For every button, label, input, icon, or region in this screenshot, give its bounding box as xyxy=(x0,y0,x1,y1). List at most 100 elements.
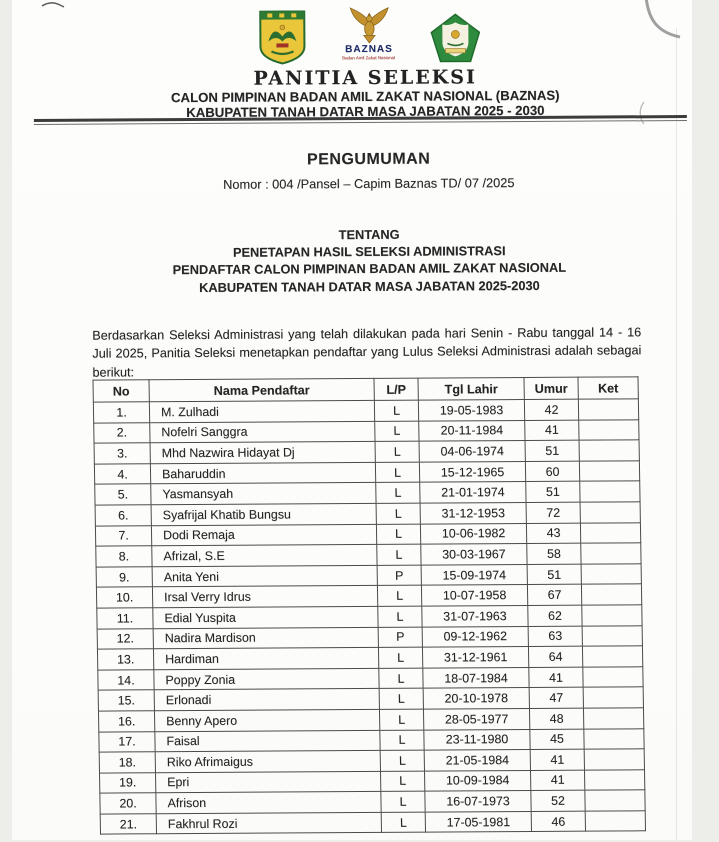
cell-ket xyxy=(583,728,645,750)
cell-nama: Fakhrul Rozi xyxy=(156,812,382,835)
cell-nama: Baharuddin xyxy=(150,462,376,485)
cell-umur: 45 xyxy=(529,728,585,750)
cell-tgl-lahir: 31-12-1953 xyxy=(420,502,527,524)
cell-lp: L xyxy=(376,544,422,566)
logo-row: BAZNAS Badan Amil Zakat Nasional xyxy=(0,6,718,66)
cell-no: 8. xyxy=(95,545,153,567)
cell-tgl-lahir: 20-10-1978 xyxy=(423,687,530,710)
cell-ket xyxy=(581,604,643,626)
baznas-logo-subtext: Badan Amil Zakat Nasional xyxy=(342,55,396,61)
announcement-title: PENGUMUMAN xyxy=(306,150,431,169)
cell-no: 5. xyxy=(94,484,152,506)
cell-lp: L xyxy=(380,750,425,772)
header-ket: Ket xyxy=(577,376,639,400)
cell-umur: 72 xyxy=(526,502,581,524)
header-nama: Nama Pendaftar xyxy=(148,378,375,402)
cell-no: 7. xyxy=(95,525,152,547)
letterhead: BAZNAS Badan Amil Zakat Nasional PANITIA… xyxy=(0,6,718,121)
cell-no: 3. xyxy=(94,442,151,464)
cell-umur: 46 xyxy=(531,811,586,832)
tanah-datar-emblem-icon xyxy=(259,10,306,65)
cell-no: 11. xyxy=(96,607,154,629)
cell-umur: 60 xyxy=(525,460,580,482)
cell-lp: L xyxy=(375,461,420,483)
cell-umur: 41 xyxy=(524,419,580,441)
cell-nama: Dodi Remaja xyxy=(151,523,377,546)
cell-lp: L xyxy=(379,688,424,710)
cell-tgl-lahir: 15-09-1974 xyxy=(421,564,528,586)
cell-tgl-lahir: 21-05-1984 xyxy=(424,749,531,771)
cell-umur: 41 xyxy=(530,749,585,771)
cell-ket xyxy=(582,625,643,647)
baznas-logo: BAZNAS Badan Amil Zakat Nasional xyxy=(321,6,417,65)
cell-ket xyxy=(578,419,640,441)
cell-umur: 64 xyxy=(528,646,583,668)
cell-nama: Mhd Nazwira Hidayat Dj xyxy=(150,441,376,464)
cell-lp: L xyxy=(380,791,426,813)
cell-lp: L xyxy=(379,729,425,751)
cell-no: 2. xyxy=(93,422,151,444)
cell-no: 4. xyxy=(94,463,151,485)
cell-tgl-lahir: 10-06-1982 xyxy=(420,523,527,545)
cell-tgl-lahir: 31-07-1963 xyxy=(421,605,529,627)
cell-no: 16. xyxy=(98,710,155,732)
header-lp: L/P xyxy=(373,378,419,401)
cell-umur: 51 xyxy=(525,481,581,503)
cell-lp: L xyxy=(376,523,421,545)
cell-no: 15. xyxy=(98,690,155,712)
cell-nama: Nofelri Sanggra xyxy=(149,421,376,443)
cell-nama: Afrison xyxy=(155,791,382,814)
cell-nama: Anita Yeni xyxy=(152,565,378,588)
cell-umur: 48 xyxy=(529,708,584,729)
cell-ket xyxy=(579,460,640,482)
kemenag-logo-icon xyxy=(430,13,480,63)
cell-nama: Edial Yuspita xyxy=(152,606,379,629)
cell-tgl-lahir: 09-12-1962 xyxy=(422,626,529,648)
cell-nama: Poppy Zonia xyxy=(153,668,380,691)
header-umur: Umur xyxy=(523,377,579,400)
header-tgl-lahir: Tgl Lahir xyxy=(417,377,525,401)
cell-no: 17. xyxy=(98,731,156,753)
cell-tgl-lahir: 21-01-1974 xyxy=(419,481,527,504)
cell-lp: L xyxy=(375,441,420,463)
cell-umur: 41 xyxy=(528,666,584,688)
cell-tgl-lahir: 15-12-1965 xyxy=(419,461,526,483)
cell-nama: Riko Afrimaigus xyxy=(155,750,381,773)
cell-nama: Yasmansyah xyxy=(150,482,377,505)
cell-nama: Nadira Mardison xyxy=(153,626,379,649)
cell-nama: Syafrijal Khatib Bungsu xyxy=(151,503,377,526)
cell-nama: Benny Apero xyxy=(154,709,380,732)
body-paragraph: Berdasarkan Seleksi Administrasi yang te… xyxy=(92,324,642,380)
cell-ket xyxy=(578,398,639,420)
cell-umur: 41 xyxy=(530,769,585,791)
cell-lp: L xyxy=(374,400,419,422)
cell-ket xyxy=(583,707,644,729)
cell-ket xyxy=(580,522,641,544)
cell-tgl-lahir: 10-07-1958 xyxy=(421,584,528,607)
subject-line-3: KABUPATEN TANAH DATAR MASA JABATAN 2025-… xyxy=(199,277,540,295)
cell-umur: 58 xyxy=(526,543,582,565)
cell-no: 20. xyxy=(99,793,157,814)
cell-lp: L xyxy=(376,503,421,524)
cell-lp: L xyxy=(379,709,424,730)
cell-tgl-lahir: 18-07-1984 xyxy=(422,667,530,689)
cell-nama: Hardiman xyxy=(153,647,379,670)
cell-tgl-lahir: 16-07-1973 xyxy=(424,790,532,812)
announcement-number: Nomor : 004 /Pansel – Capim Baznas TD/ 0… xyxy=(223,175,515,192)
cell-umur: 47 xyxy=(529,687,584,709)
cell-ket xyxy=(585,810,646,832)
cell-umur: 67 xyxy=(527,584,582,606)
cell-ket xyxy=(579,481,641,503)
cell-no: 21. xyxy=(100,813,157,835)
cell-no: 19. xyxy=(99,772,156,794)
cell-umur: 51 xyxy=(527,563,582,585)
cell-lp: L xyxy=(378,667,424,689)
paper-fold-shadow xyxy=(676,28,677,840)
cell-lp: L xyxy=(377,606,423,627)
cell-lp: L xyxy=(378,647,423,669)
cell-umur: 63 xyxy=(528,625,583,647)
baznas-garuda-icon xyxy=(349,7,389,44)
cell-tgl-lahir: 04-06-1974 xyxy=(419,440,526,462)
cell-ket xyxy=(580,501,641,523)
cell-nama: Afrizal, S.E xyxy=(151,544,378,567)
